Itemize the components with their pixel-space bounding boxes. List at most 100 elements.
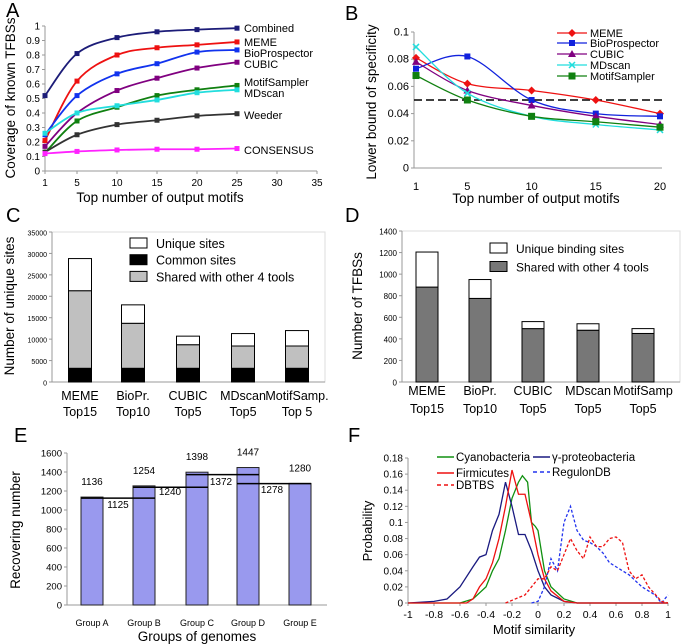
y-tick-label: 600 <box>384 314 398 323</box>
data-point <box>527 101 536 109</box>
data-point <box>154 93 160 99</box>
data-point <box>194 65 200 71</box>
y-tick-label: 1200 <box>41 487 62 498</box>
x-category-label: MDscan <box>220 389 266 403</box>
x-tick-label: -0.2 <box>503 609 521 621</box>
series-label: MEME <box>244 37 277 49</box>
data-point <box>74 118 80 124</box>
y-tick-label: 0.12 <box>384 502 404 513</box>
x-tick-label: 35 <box>311 178 323 189</box>
bar-segment <box>121 304 145 324</box>
data-point <box>74 93 80 99</box>
data-point <box>234 47 240 53</box>
x-tick-label: 1 <box>665 609 671 621</box>
data-point <box>412 43 420 51</box>
y-tick-label: 0.1 <box>394 27 409 39</box>
bar-segment <box>468 297 492 383</box>
y-tick-label: 600 <box>46 544 62 555</box>
bar <box>80 496 104 606</box>
data-point <box>74 110 80 116</box>
bar <box>185 471 209 606</box>
bar-segment <box>415 251 439 288</box>
legend-label: MotifSampler <box>590 71 655 83</box>
series-line <box>44 147 238 155</box>
panel-letter: F <box>348 425 360 447</box>
series-label: Weeder <box>244 110 283 122</box>
bar-segment <box>631 328 655 334</box>
data-point <box>528 97 535 103</box>
data-point <box>592 118 600 126</box>
data-point <box>114 71 120 77</box>
bar-segment <box>415 286 439 383</box>
data-point <box>114 52 120 58</box>
series-line <box>44 84 238 154</box>
data-point <box>114 103 120 109</box>
y-axis-title: Coverage of known TFBSs <box>3 17 18 178</box>
average-line-label: 1372 <box>210 477 233 488</box>
data-point <box>591 112 600 120</box>
legend-label: γ-proteobacteria <box>552 452 636 464</box>
legend-swatch <box>129 254 148 266</box>
x-tick-label: 0.2 <box>557 609 572 621</box>
series-label: CUBIC <box>244 59 278 71</box>
x-tick-label: 10 <box>111 178 123 189</box>
legend-label: DBTBS <box>456 480 495 492</box>
legend-marker <box>568 50 576 57</box>
legend-marker <box>568 29 576 37</box>
y-tick-label: 0.02 <box>384 582 404 593</box>
legend-label: Shared with other 4 tools <box>156 270 294 284</box>
y-tick-label: 0.08 <box>388 54 409 66</box>
bar-segment <box>68 258 92 292</box>
data-point <box>114 122 120 128</box>
bar-value-label: 1447 <box>237 448 260 459</box>
x-category-label: MotifSamp <box>613 384 673 398</box>
data-point <box>412 72 420 80</box>
x-category-label: Top15 <box>410 402 444 416</box>
y-tick-label: 10000 <box>28 338 48 345</box>
legend-marker <box>568 72 576 80</box>
x-category-label: BioPr. <box>463 384 496 398</box>
data-point <box>463 89 471 97</box>
x-category-label: Top 5 <box>282 405 313 419</box>
y-tick-label: 0.08 <box>384 534 404 545</box>
y-tick-label: 1200 <box>379 249 397 258</box>
bar-value-label: 1254 <box>133 466 156 477</box>
data-point <box>656 123 664 131</box>
y-tick-label: 800 <box>46 525 62 536</box>
legend-marker <box>568 61 576 69</box>
x-category-label: Top5 <box>174 405 201 419</box>
x-category-label: Top5 <box>519 402 546 416</box>
x-category-label: MotifSamp. <box>265 389 328 403</box>
panel-letter: E <box>14 425 27 447</box>
x-tick-label: 10 <box>525 181 537 193</box>
data-point <box>527 86 536 95</box>
series-line <box>44 27 238 97</box>
y-axis-title: Lower bound of specificity <box>364 24 379 180</box>
bar-value-label: 1398 <box>186 452 209 463</box>
y-axis-title: Recovering number <box>8 471 23 589</box>
y-tick-label: 0.16 <box>384 470 404 481</box>
data-point <box>42 138 48 144</box>
panel-letter: D <box>345 205 359 227</box>
legend-swatch <box>129 270 148 282</box>
y-tick-label: 0.3 <box>26 123 40 134</box>
y-tick-label: 0.1 <box>389 518 403 529</box>
data-point <box>657 113 663 120</box>
y-tick-label: 1000 <box>379 271 397 280</box>
x-category-label: Group C <box>180 618 215 628</box>
y-tick-label: 0.1 <box>26 152 40 163</box>
series-line <box>44 112 238 153</box>
bar-segment <box>121 367 145 383</box>
x-tick-label: 30 <box>271 178 283 189</box>
y-tick-label: 200 <box>46 582 62 593</box>
data-point <box>154 117 160 123</box>
data-point <box>234 59 240 65</box>
data-point <box>42 130 48 136</box>
data-point <box>114 88 120 94</box>
bar-segment <box>631 332 655 383</box>
y-tick-label: 800 <box>384 292 398 301</box>
bar-segment <box>68 290 92 369</box>
data-point <box>194 42 200 48</box>
y-tick-label: 400 <box>46 563 62 574</box>
data-point <box>42 143 48 149</box>
